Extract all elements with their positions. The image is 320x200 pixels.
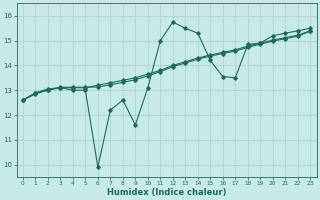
X-axis label: Humidex (Indice chaleur): Humidex (Indice chaleur) <box>107 188 226 197</box>
